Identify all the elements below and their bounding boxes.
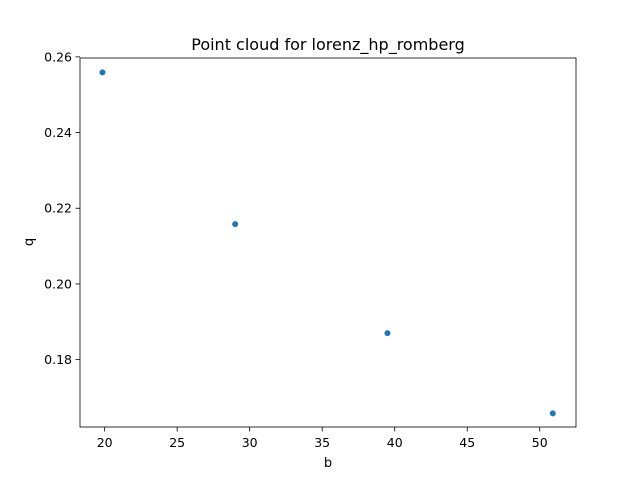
x-tick-label: 20 (97, 435, 113, 450)
chart-title: Point cloud for lorenz_hp_romberg (191, 35, 465, 55)
x-tick-label: 30 (242, 435, 258, 450)
x-tick-label: 45 (459, 435, 475, 450)
y-tick-label: 0.24 (44, 125, 72, 140)
y-tick-label: 0.18 (44, 352, 72, 367)
x-tick-label: 25 (169, 435, 185, 450)
plot-area: 20 25 30 35 40 45 50 0.18 0.20 0.22 0.24 0.26 (44, 49, 577, 450)
x-axis-label: b (324, 456, 332, 471)
data-point-4 (549, 410, 556, 417)
data-point-3 (384, 330, 391, 337)
x-tick-label: 50 (532, 435, 548, 450)
y-axis-label: q (22, 238, 37, 246)
data-point-1 (99, 69, 106, 76)
x-tick-label: 40 (387, 435, 403, 450)
data-point-2 (232, 221, 239, 228)
y-tick-label: 0.26 (44, 49, 72, 64)
x-tick-label: 35 (314, 435, 330, 450)
y-tick-label: 0.22 (44, 201, 72, 216)
y-tick-label: 0.20 (44, 276, 72, 291)
axes-frame (79, 57, 577, 428)
